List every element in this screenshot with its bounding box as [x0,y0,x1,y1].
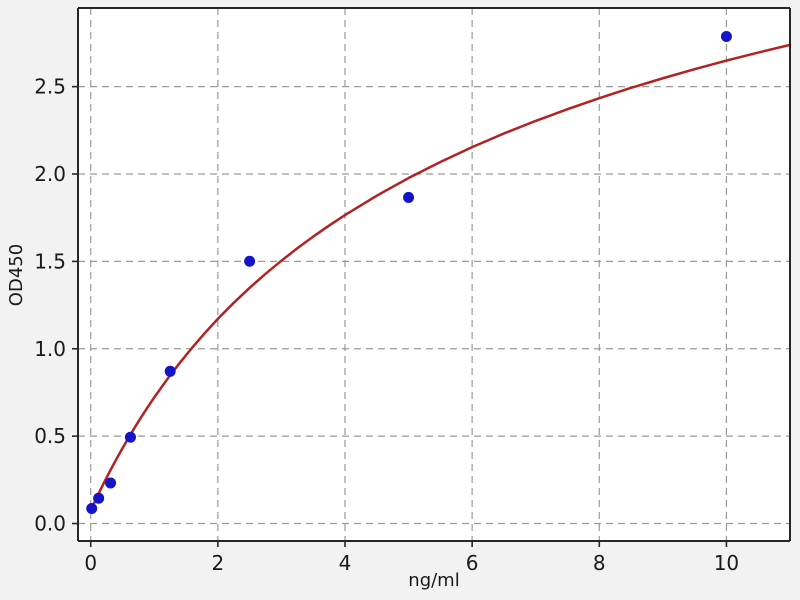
data-point [86,503,98,514]
x-axis-ticks: 0 2 4 6 8 10 [84,541,739,575]
data-point [244,255,256,267]
plot-area-background [78,8,790,541]
x-tick-label: 10 [714,551,739,575]
x-tick-label: 2 [211,551,224,575]
y-gridlines [78,86,790,525]
x-axis-title: ng/ml [408,570,459,591]
x-tick-label: 0 [84,551,97,575]
y-tick-label: 1.0 [34,337,66,361]
data-point [403,191,415,203]
y-tick-label: 2.5 [34,75,66,99]
y-axis-ticks: 0.0 0.5 1.0 1.5 2.0 2.5 [34,75,78,536]
data-point [124,431,136,443]
data-point [164,365,176,377]
data-point [720,30,732,42]
x-gridlines [90,8,728,541]
x-tick-label: 6 [466,551,479,575]
x-tick-label: 8 [593,551,606,575]
data-point [105,477,117,489]
data-point [93,492,105,504]
x-tick-label: 4 [339,551,352,575]
y-tick-label: 2.0 [34,162,66,186]
data-point-group [86,30,732,514]
y-tick-label: 1.5 [34,249,66,273]
y-tick-label: 0.0 [34,512,66,536]
y-tick-label: 0.5 [34,424,66,448]
y-axis-title: OD450 [6,244,27,306]
